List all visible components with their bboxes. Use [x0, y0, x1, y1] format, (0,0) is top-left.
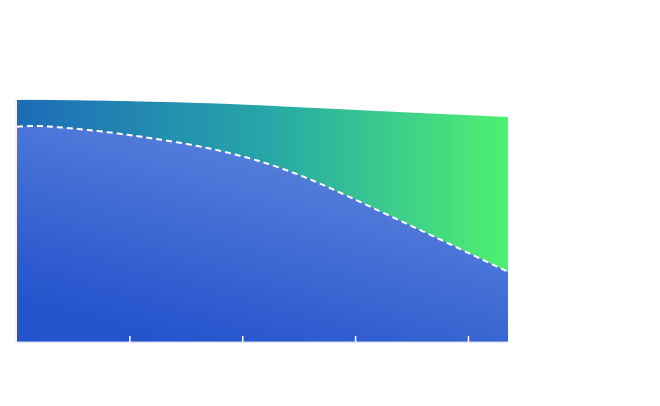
dashed-boundary-line — [16, 124, 509, 273]
area-series-2 — [17, 125, 508, 342]
